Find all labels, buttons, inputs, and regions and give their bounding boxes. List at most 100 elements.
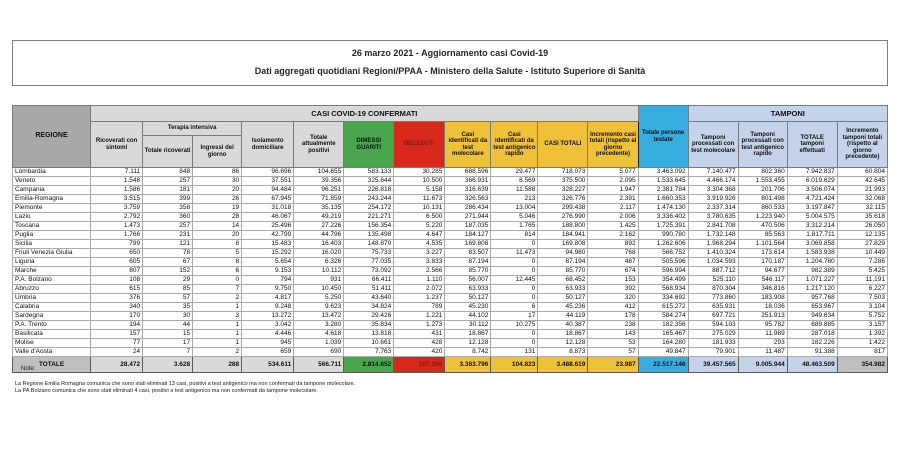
- value-cell: 11.191: [836, 275, 889, 285]
- value-cell: 26.050: [836, 221, 889, 231]
- value-cell: 83.507: [444, 248, 492, 258]
- value-cell: 1.732.148: [687, 230, 739, 240]
- value-cell: 7: [192, 284, 243, 294]
- value-cell: 2.381.784: [637, 185, 689, 195]
- column-header-persone-testate: Totale persone testate: [637, 105, 689, 168]
- value-cell: 170: [90, 311, 144, 321]
- value-cell: 165.467: [637, 329, 689, 339]
- table-row: Veneto 1.548 257 30 37.551 39.356 325.644 10.50…: [11, 176, 889, 186]
- value-cell: 27.226: [293, 221, 345, 231]
- value-cell: 226.818: [343, 185, 395, 195]
- value-cell: 12.128: [444, 338, 492, 348]
- value-cell: 77: [90, 338, 144, 348]
- value-cell: 887.712: [687, 266, 739, 276]
- value-cell: 1.223.940: [737, 212, 788, 222]
- value-cell: 108: [90, 275, 144, 285]
- covid-table-container: REGIONE CASI COVID-19 CONFERMATI Totale …: [11, 105, 889, 373]
- column-header-regione: REGIONE: [11, 105, 92, 168]
- value-cell: 653.967: [786, 302, 838, 312]
- value-cell: 40.387: [537, 320, 589, 330]
- value-cell: 2.095: [587, 176, 639, 186]
- value-cell: 11.673: [393, 194, 446, 204]
- value-cell: 49.847: [637, 347, 689, 357]
- total-row: TOTALE 28.472 3.628 288 534.611 566.711 2.814.…: [11, 356, 889, 373]
- value-cell: 5.250: [293, 293, 345, 303]
- region-cell: Friuli Venezia Giulia: [11, 248, 92, 258]
- value-cell: 10.275: [490, 320, 539, 330]
- table-row: Liguria 605 67 8 5.654 6.326 77.035 3.833 87.194…: [11, 257, 889, 267]
- value-cell: 848: [142, 167, 194, 177]
- table-row: Abruzzo 615 85 7 9.750 10.450 51.411 2.072 63.93…: [11, 284, 889, 294]
- value-cell: 6.227: [836, 284, 889, 294]
- value-cell: 1.725.391: [637, 221, 689, 231]
- value-cell: 30.285: [393, 167, 446, 177]
- value-cell: 1.410.324: [687, 248, 739, 258]
- value-cell: 375.500: [537, 176, 589, 186]
- value-cell: 0: [490, 266, 539, 276]
- value-cell: 674: [587, 266, 639, 276]
- value-cell: 7.140.477: [687, 167, 739, 177]
- value-cell: 0: [490, 284, 539, 294]
- total-value-cell: 107.256: [393, 356, 446, 373]
- value-cell: 584.274: [637, 311, 689, 321]
- value-cell: 814: [490, 230, 539, 240]
- value-cell: 67.945: [241, 194, 295, 204]
- value-cell: 34.824: [343, 302, 395, 312]
- column-header-terapia-totale: Totale ricoverati: [142, 135, 194, 168]
- value-cell: 3.759: [90, 203, 144, 213]
- value-cell: 18.867: [537, 329, 589, 339]
- value-cell: 1.392: [836, 329, 889, 339]
- value-cell: 29.477: [490, 167, 539, 177]
- column-header-casi-molecolare: Casi identificati da test molecolare: [444, 121, 492, 168]
- value-cell: 10.131: [393, 203, 446, 213]
- value-cell: 1.071.227: [786, 275, 838, 285]
- value-cell: 1.473: [90, 221, 144, 231]
- value-cell: 135.498: [343, 230, 395, 240]
- column-header-ricoverati: Ricoverati con sintomi: [90, 121, 144, 168]
- total-value-cell: 534.611: [241, 356, 295, 373]
- value-cell: 1.237: [393, 293, 446, 303]
- notes-title: Note:: [21, 366, 36, 372]
- value-cell: 94.980: [537, 248, 589, 258]
- value-cell: 75.733: [343, 248, 395, 258]
- value-cell: 892: [587, 239, 639, 249]
- value-cell: 5: [192, 248, 243, 258]
- table-row: Basilicata 157 15 1 4.446 4.618 13.818 431 18.86…: [11, 329, 889, 339]
- column-header-isolamento: Isolamento domiciliare: [241, 121, 295, 168]
- value-cell: 3.312.214: [786, 221, 838, 231]
- value-cell: 4.535: [393, 239, 446, 249]
- value-cell: 1.548: [90, 176, 144, 186]
- table-row: Valle d'Aosta 24 7 2 659 690 7.763 420 8.742 131 8…: [11, 347, 889, 357]
- value-cell: 32.068: [836, 194, 889, 204]
- value-cell: 1.204.780: [786, 257, 838, 267]
- value-cell: 931: [293, 275, 345, 285]
- value-cell: 2.391: [587, 194, 639, 204]
- value-cell: 7.286: [836, 257, 889, 267]
- total-value-cell: 288: [192, 356, 243, 373]
- value-cell: 3.463.092: [637, 167, 689, 177]
- value-cell: 802.360: [737, 167, 788, 177]
- value-cell: 86: [192, 167, 243, 177]
- value-cell: 1.110: [393, 275, 446, 285]
- value-cell: 44.796: [293, 230, 345, 240]
- value-cell: 5.158: [393, 185, 446, 195]
- table-body: Lombardia 7.111 848 86 96.696 104.655 583.133 3…: [11, 167, 889, 373]
- value-cell: 78: [142, 248, 194, 258]
- value-cell: 169.808: [537, 239, 589, 249]
- value-cell: 0: [490, 293, 539, 303]
- total-value-cell: 39.457.565: [687, 356, 739, 373]
- value-cell: 243.244: [343, 194, 395, 204]
- value-cell: 5.654: [241, 257, 295, 267]
- region-cell: Liguria: [11, 257, 92, 267]
- value-cell: 12.135: [836, 230, 889, 240]
- value-cell: 5.752: [836, 311, 889, 321]
- value-cell: 2.566: [393, 266, 446, 276]
- value-cell: 354.499: [637, 275, 689, 285]
- region-cell: Lazio: [11, 212, 92, 222]
- value-cell: 7: [142, 347, 194, 357]
- value-cell: 49.219: [293, 212, 345, 222]
- value-cell: 143: [587, 329, 639, 339]
- value-cell: 1: [192, 302, 243, 312]
- report-title: 26 marzo 2021 - Aggiornamento casi Covid…: [351, 48, 549, 58]
- value-cell: 91.388: [786, 347, 838, 357]
